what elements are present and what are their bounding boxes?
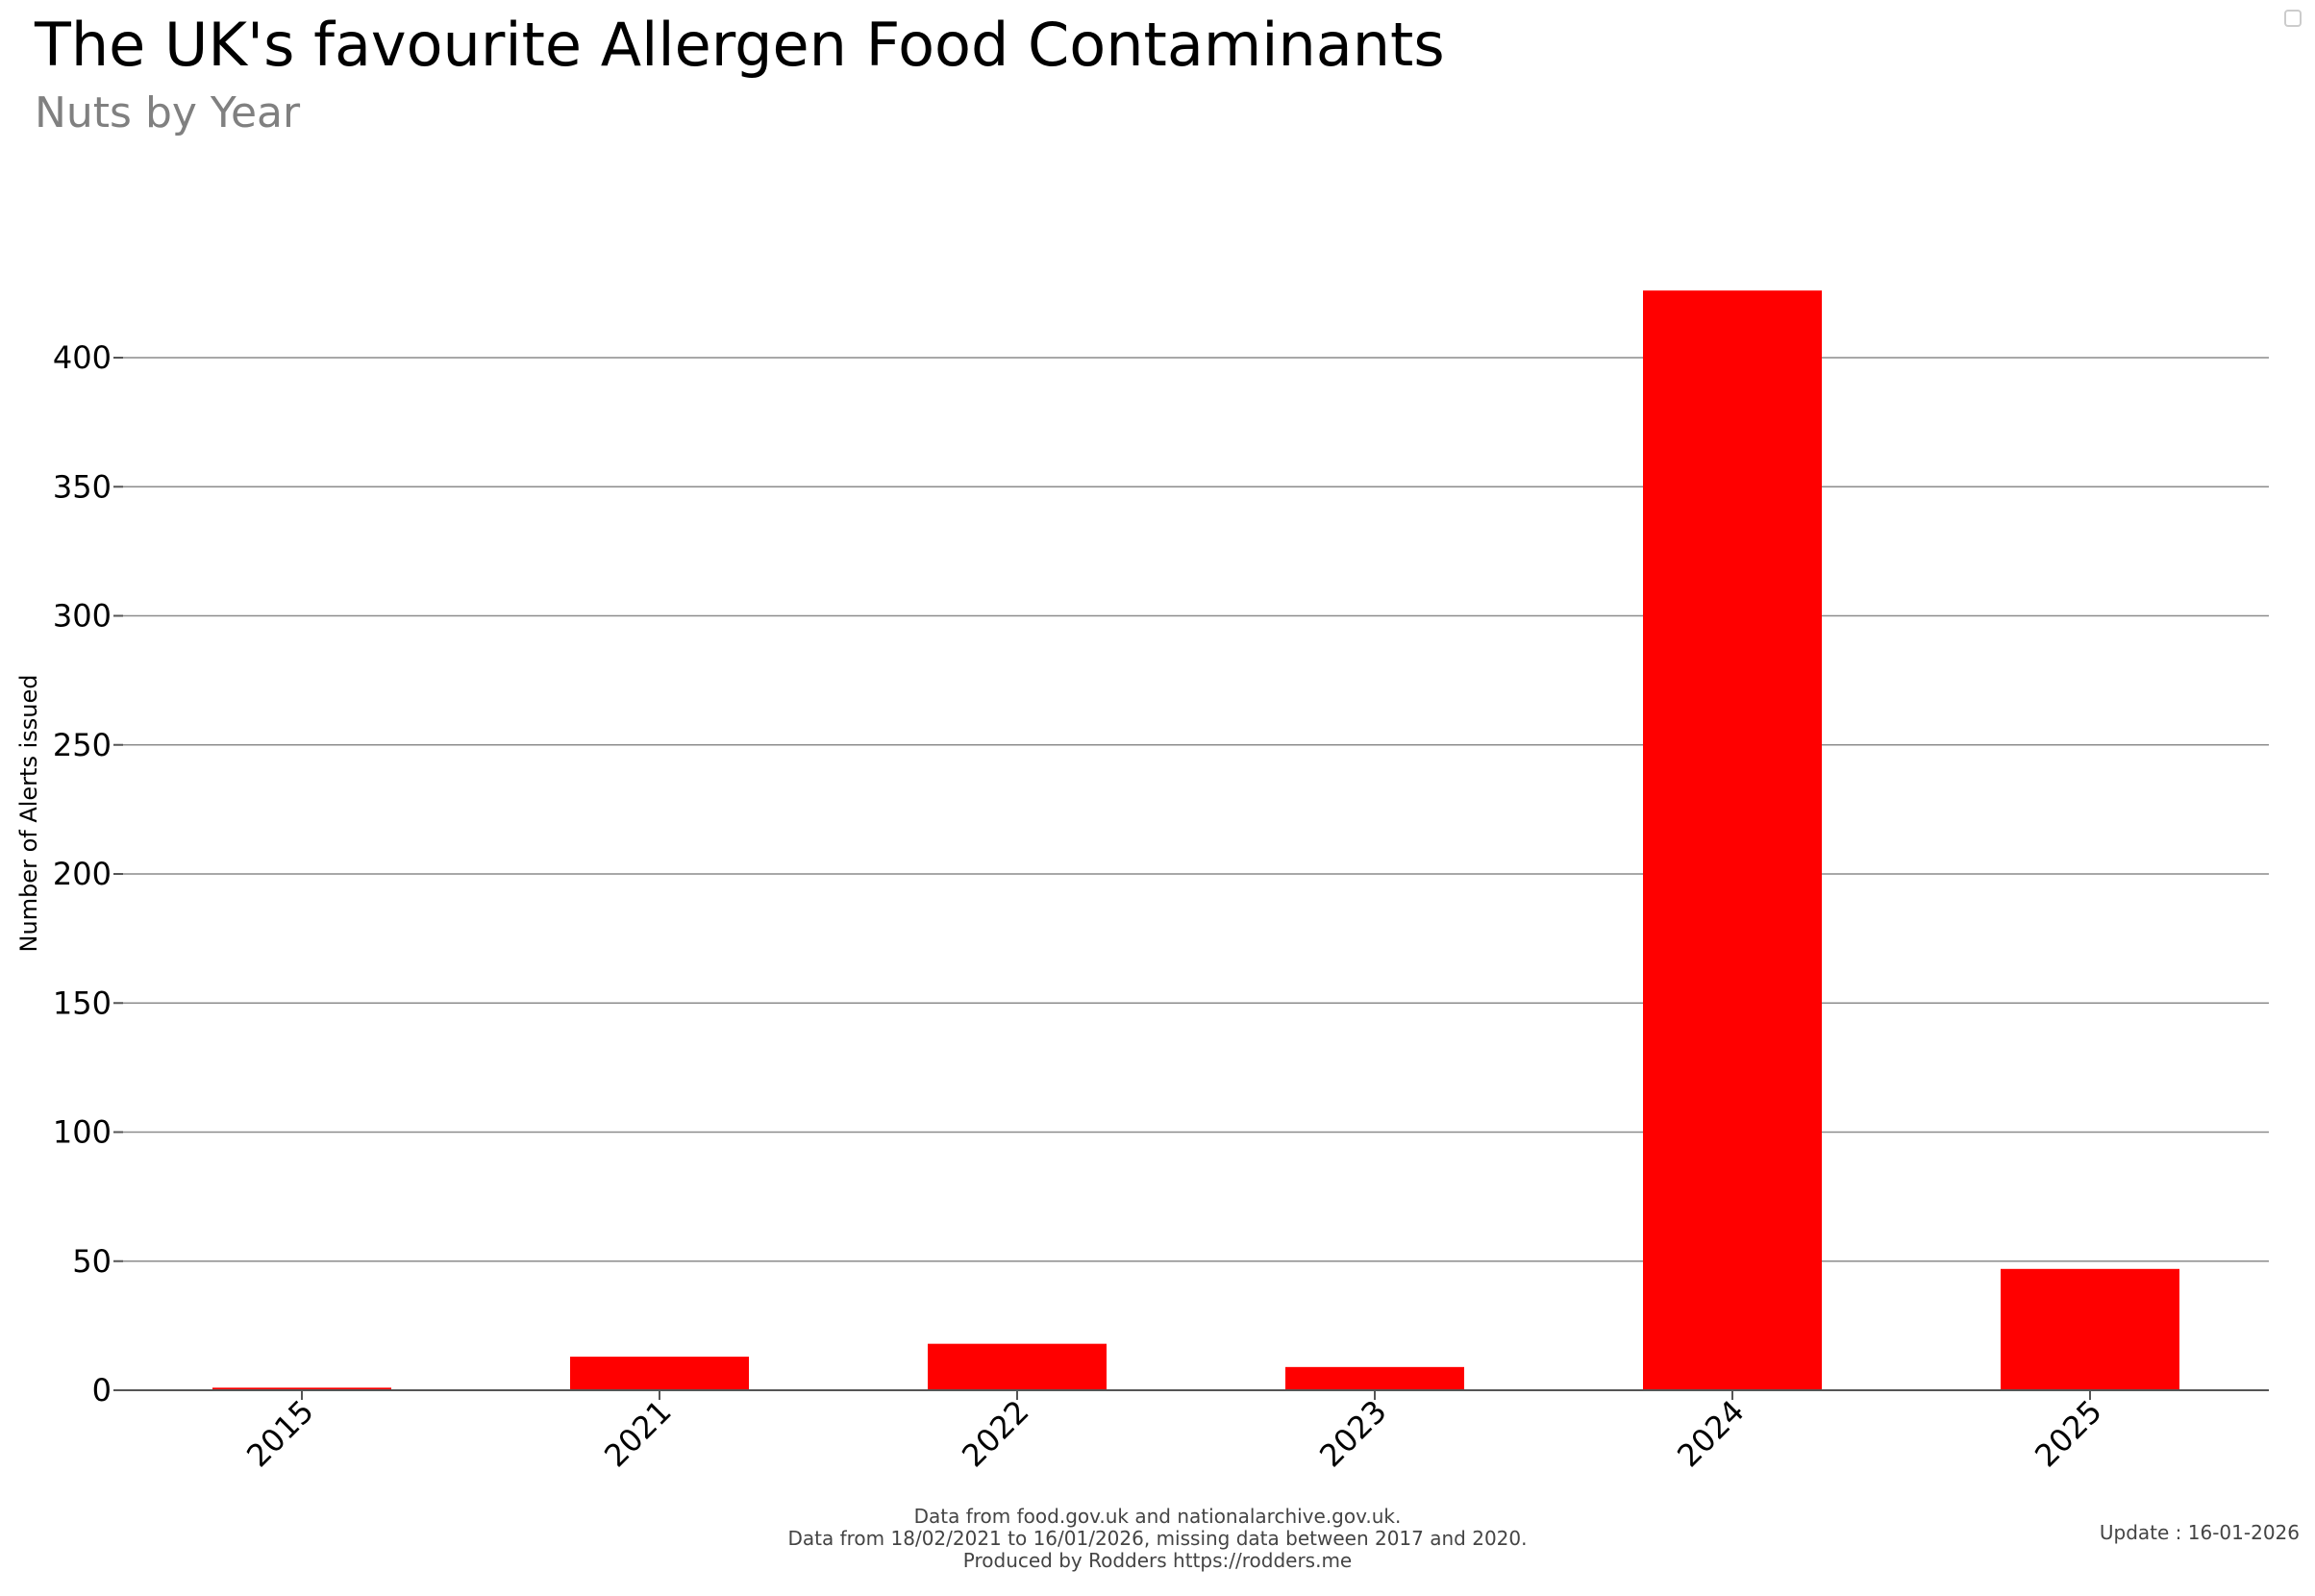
footer-notes: Data from food.gov.uk and nationalarchiv…	[0, 1506, 2315, 1572]
gridlines	[123, 357, 2269, 1262]
footer-line-3: Produced by Rodders https://rodders.me	[962, 1549, 1353, 1572]
y-axis-label: Number of Alerts issued	[15, 675, 42, 953]
bar-2021[interactable]	[570, 1357, 749, 1390]
bar-2024[interactable]	[1643, 290, 1822, 1391]
legend-toggle[interactable]	[2284, 10, 2302, 27]
y-axis-ticks: 0 50 100 150 200 250 300 350 400	[53, 339, 123, 1409]
x-tick-label: 2024	[1670, 1393, 1751, 1474]
y-tick-label: 100	[53, 1114, 112, 1151]
x-tick-label: 2021	[597, 1393, 678, 1474]
bar-2025[interactable]	[2001, 1268, 2179, 1390]
footer-line-2: Data from 18/02/2021 to 16/01/2026, miss…	[787, 1527, 1528, 1550]
bar-2022[interactable]	[928, 1343, 1107, 1390]
bar-chart: 0 50 100 150 200 250 300 350 400 2015 2021 2022 202…	[15, 290, 2269, 1474]
bars	[212, 290, 2179, 1391]
x-tick-label: 2015	[239, 1393, 320, 1474]
footer-line-1: Data from food.gov.uk and nationalarchiv…	[913, 1505, 1402, 1528]
x-tick-label: 2025	[2028, 1393, 2108, 1474]
y-tick-label: 0	[92, 1372, 112, 1409]
x-axis-ticks: 2015 2021 2022 2023 2024 2025	[239, 1390, 2109, 1474]
bar-2023[interactable]	[1285, 1366, 1464, 1390]
y-tick-label: 350	[53, 468, 112, 505]
y-tick-label: 400	[53, 339, 112, 376]
chart-title: The UK's favourite Allergen Food Contami…	[35, 10, 1445, 80]
y-tick-label: 150	[53, 985, 112, 1021]
x-tick-label: 2023	[1312, 1393, 1393, 1474]
y-tick-label: 200	[53, 856, 112, 892]
y-tick-label: 300	[53, 598, 112, 635]
y-tick-label: 250	[53, 727, 112, 763]
x-tick-label: 2022	[955, 1393, 1035, 1474]
chart-subtitle: Nuts by Year	[35, 88, 301, 137]
y-tick-label: 50	[72, 1243, 112, 1280]
bar-2015[interactable]	[212, 1387, 391, 1390]
update-date: Update : 16-01-2026	[2099, 1521, 2300, 1544]
